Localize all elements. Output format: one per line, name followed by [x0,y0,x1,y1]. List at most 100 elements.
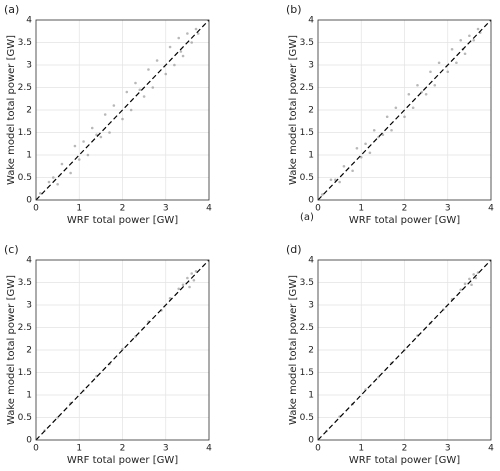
x-tick-label: 2 [402,204,408,214]
point [450,47,454,51]
x-axis-label: WRF total power [GW] [67,215,178,226]
y-tick-label: 2 [308,346,314,356]
x-axis-label: WRF total power [GW] [67,455,178,466]
point [476,27,480,31]
y-tick-label: 1 [308,391,314,401]
point [177,36,181,40]
point [403,115,406,119]
y-tick-label: 3 [26,61,32,71]
x-tick-label: 2 [402,444,408,454]
y-tick-label: 0.5 [18,413,32,423]
axes-frame [35,19,210,201]
y-axis-label: Wake model total power [GW] [288,275,299,425]
point [99,135,103,139]
y-tick-label: 3.5 [300,38,314,48]
x-tick-label: 0 [33,204,39,214]
y-axis-label: Wake model total power [GW] [6,275,17,425]
y-tick-label: 0 [26,436,32,446]
point [151,86,155,89]
y-tick-label: 0.5 [300,413,314,423]
x-tick-label: 4 [206,444,212,454]
point [196,32,200,35]
panel: 0 1 2 3 4 0 0.5 1 1.5 2 2.5 3 3.5 4 WRF total power [G… [4,243,212,466]
point [179,50,183,53]
point [90,126,94,130]
x-tick-label: 2 [120,204,126,214]
axes-frame [317,259,492,441]
point [429,70,432,74]
axes-frame [35,259,210,441]
point [73,144,77,148]
y-tick-label: 1.5 [18,368,32,378]
x-tick-label: 1 [76,444,82,454]
point [121,117,124,121]
x-tick-label: 0 [315,204,321,214]
point [472,273,476,276]
point [60,162,64,166]
point [95,133,98,137]
panel-title: (b) [286,3,302,16]
point [147,68,150,71]
point [355,146,359,150]
panel-title: (d) [286,243,302,256]
point [424,92,428,96]
x-tick-label: 3 [445,444,451,454]
point [338,180,341,184]
point [385,115,389,119]
point [121,347,124,351]
point [372,128,376,132]
point [472,38,476,42]
y-tick-label: 2 [26,346,32,356]
point [181,54,185,58]
point [334,178,337,182]
point [168,296,172,300]
y-tick-label: 1 [308,151,314,161]
point [416,83,419,87]
point [186,32,189,35]
point [190,41,193,44]
annotation: (a) [300,212,314,223]
point [463,52,467,56]
y-tick-label: 2.5 [300,83,314,93]
x-tick-label: 4 [488,204,494,214]
point [359,155,363,159]
point [155,59,159,62]
point [56,182,59,186]
point [39,191,42,195]
y-tick-label: 2.5 [18,323,32,333]
y-axis-label: Wake model total power [GW] [288,35,299,185]
point [321,193,324,196]
y-axis-label: Wake model total power [GW] [6,35,17,185]
point [342,164,346,168]
y-tick-label: 1 [26,151,32,161]
point [407,92,411,96]
point [129,108,133,112]
panel: 0 1 2 3 4 0 0.5 1 1.5 2 2.5 3 3.5 4 WRF total power [G… [286,243,494,466]
y-tick-label: 3.5 [300,278,314,288]
point [134,81,137,85]
y-tick-label: 3.5 [18,38,32,48]
y-tick-label: 4 [26,256,32,266]
axes-frame [317,19,492,201]
point [381,133,385,137]
x-tick-label: 1 [76,204,82,214]
point [463,282,467,286]
point [164,72,168,76]
x-axis-label: WRF total power [GW] [349,455,460,466]
y-tick-label: 0 [26,196,32,206]
point [459,288,463,292]
point [468,34,471,38]
point [52,176,55,179]
y-tick-label: 0 [308,436,314,446]
y-tick-label: 2.5 [300,323,314,333]
point [82,140,85,143]
x-tick-label: 0 [33,444,39,454]
point [177,287,181,291]
point [103,113,107,116]
point [351,169,354,173]
panel: 0 1 2 3 4 0 0.5 1 1.5 2 2.5 3 3.5 4 WRF total power [G… [286,3,494,226]
point [433,83,437,87]
point [474,276,478,280]
x-axis-label: WRF total power [GW] [349,215,460,226]
